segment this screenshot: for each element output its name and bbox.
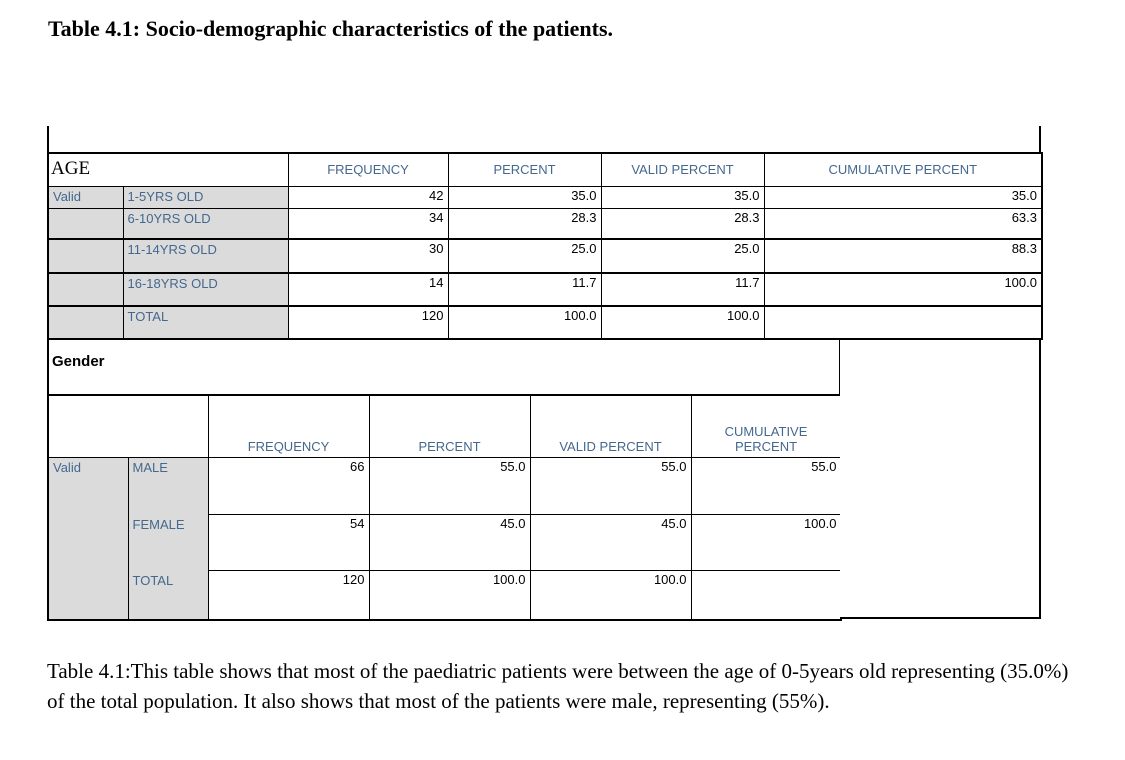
cumulative-percent-cell: 100.0 <box>763 272 1043 307</box>
frame-right-empty-cell <box>840 340 1041 619</box>
frequency-cell: 120 <box>287 305 449 340</box>
age-group-label: Valid <box>47 185 124 209</box>
age-header-cumulative-percent: CUMULATIVE PERCENT <box>763 152 1043 187</box>
age-row-label: 1-5YRS OLD <box>122 185 289 209</box>
age-section-label: AGE <box>47 152 289 187</box>
valid-percent-cell: 55.0 <box>529 457 692 515</box>
frequency-cell: 120 <box>207 570 370 621</box>
percent-cell: 100.0 <box>447 305 602 340</box>
cumulative-percent-cell <box>690 570 842 621</box>
table-caption: Table 4.1:This table shows that most of … <box>47 659 1069 713</box>
gender-group-label: Valid <box>47 457 129 621</box>
gender-header-spacer <box>47 395 209 458</box>
age-header-row: AGE FREQUENCY PERCENT VALID PERCENT CUMU… <box>47 152 1043 187</box>
table-row: 11-14YRS OLD 30 25.0 25.0 88.3 <box>47 238 1043 274</box>
percent-cell: 28.3 <box>447 207 602 240</box>
gender-header-cumulative-percent: CUMULATIVE PERCENT <box>690 395 842 458</box>
cumulative-percent-cell: 63.3 <box>763 207 1043 240</box>
cumulative-percent-cell <box>763 305 1043 340</box>
gender-table: FREQUENCY PERCENT VALID PERCENT CUMULATI… <box>47 395 842 621</box>
valid-percent-cell: 25.0 <box>600 238 765 274</box>
valid-percent-cell: 28.3 <box>600 207 765 240</box>
gender-row-label: FEMALE <box>127 514 209 571</box>
cumulative-percent-cell: 100.0 <box>690 514 842 571</box>
frequency-cell: 14 <box>287 272 449 307</box>
gender-header-frequency: FREQUENCY <box>207 395 370 458</box>
percent-cell: 25.0 <box>447 238 602 274</box>
age-table: AGE FREQUENCY PERCENT VALID PERCENT CUMU… <box>47 152 1043 340</box>
percent-cell: 11.7 <box>447 272 602 307</box>
gender-table-area: Gender FREQUENCY PERCENT VALID PERCENT C… <box>47 340 842 621</box>
age-group-spacer <box>47 207 124 240</box>
age-row-label: TOTAL <box>122 305 289 340</box>
table-row: 6-10YRS OLD 34 28.3 28.3 63.3 <box>47 207 1043 240</box>
frequency-cell: 34 <box>287 207 449 240</box>
percent-cell: 55.0 <box>368 457 531 515</box>
cumulative-percent-cell: 88.3 <box>763 238 1043 274</box>
page-title: Table 4.1: Socio-demographic characteris… <box>48 16 614 41</box>
age-row-label: 11-14YRS OLD <box>122 238 289 274</box>
cumulative-percent-cell: 35.0 <box>763 185 1043 209</box>
frequency-cell: 54 <box>207 514 370 571</box>
gender-header-percent: PERCENT <box>368 395 531 458</box>
frequency-cell: 42 <box>287 185 449 209</box>
gender-row-label: TOTAL <box>127 570 209 621</box>
age-group-spacer <box>47 272 124 307</box>
table-row: TOTAL 120 100.0 100.0 <box>47 305 1043 340</box>
frequency-cell: 66 <box>207 457 370 515</box>
table-row: TOTAL 120 100.0 100.0 <box>48 570 842 621</box>
gender-section: Gender FREQUENCY PERCENT VALID PERCENT C… <box>47 340 1041 621</box>
frame-top-stub <box>47 126 1041 152</box>
percent-cell: 35.0 <box>447 185 602 209</box>
age-row-label: 16-18YRS OLD <box>122 272 289 307</box>
table-row: 16-18YRS OLD 14 11.7 11.7 100.0 <box>47 272 1043 307</box>
table-frame: AGE FREQUENCY PERCENT VALID PERCENT CUMU… <box>47 126 1043 621</box>
valid-percent-cell: 35.0 <box>600 185 765 209</box>
percent-cell: 100.0 <box>368 570 531 621</box>
valid-percent-cell: 45.0 <box>529 514 692 571</box>
age-group-spacer <box>47 238 124 274</box>
table-row: Valid MALE 66 55.0 55.0 55.0 <box>47 457 842 621</box>
frequency-cell: 30 <box>287 238 449 274</box>
age-header-percent: PERCENT <box>447 152 602 187</box>
age-header-valid-percent: VALID PERCENT <box>600 152 765 187</box>
age-group-spacer <box>47 305 124 340</box>
gender-header-row: FREQUENCY PERCENT VALID PERCENT CUMULATI… <box>47 395 842 458</box>
table-row: Valid 1-5YRS OLD 42 35.0 35.0 35.0 <box>47 185 1043 209</box>
valid-percent-cell: 100.0 <box>600 305 765 340</box>
valid-percent-cell: 11.7 <box>600 272 765 307</box>
gender-header-valid-percent: VALID PERCENT <box>529 395 692 458</box>
age-header-frequency: FREQUENCY <box>287 152 449 187</box>
percent-cell: 45.0 <box>368 514 531 571</box>
gender-row-label: MALE <box>127 457 209 515</box>
gender-section-label: Gender <box>47 340 840 395</box>
table-row: FEMALE 54 45.0 45.0 100.0 <box>48 514 842 571</box>
cumulative-percent-cell: 55.0 <box>690 457 842 515</box>
age-row-label: 6-10YRS OLD <box>122 207 289 240</box>
valid-percent-cell: 100.0 <box>529 570 692 621</box>
